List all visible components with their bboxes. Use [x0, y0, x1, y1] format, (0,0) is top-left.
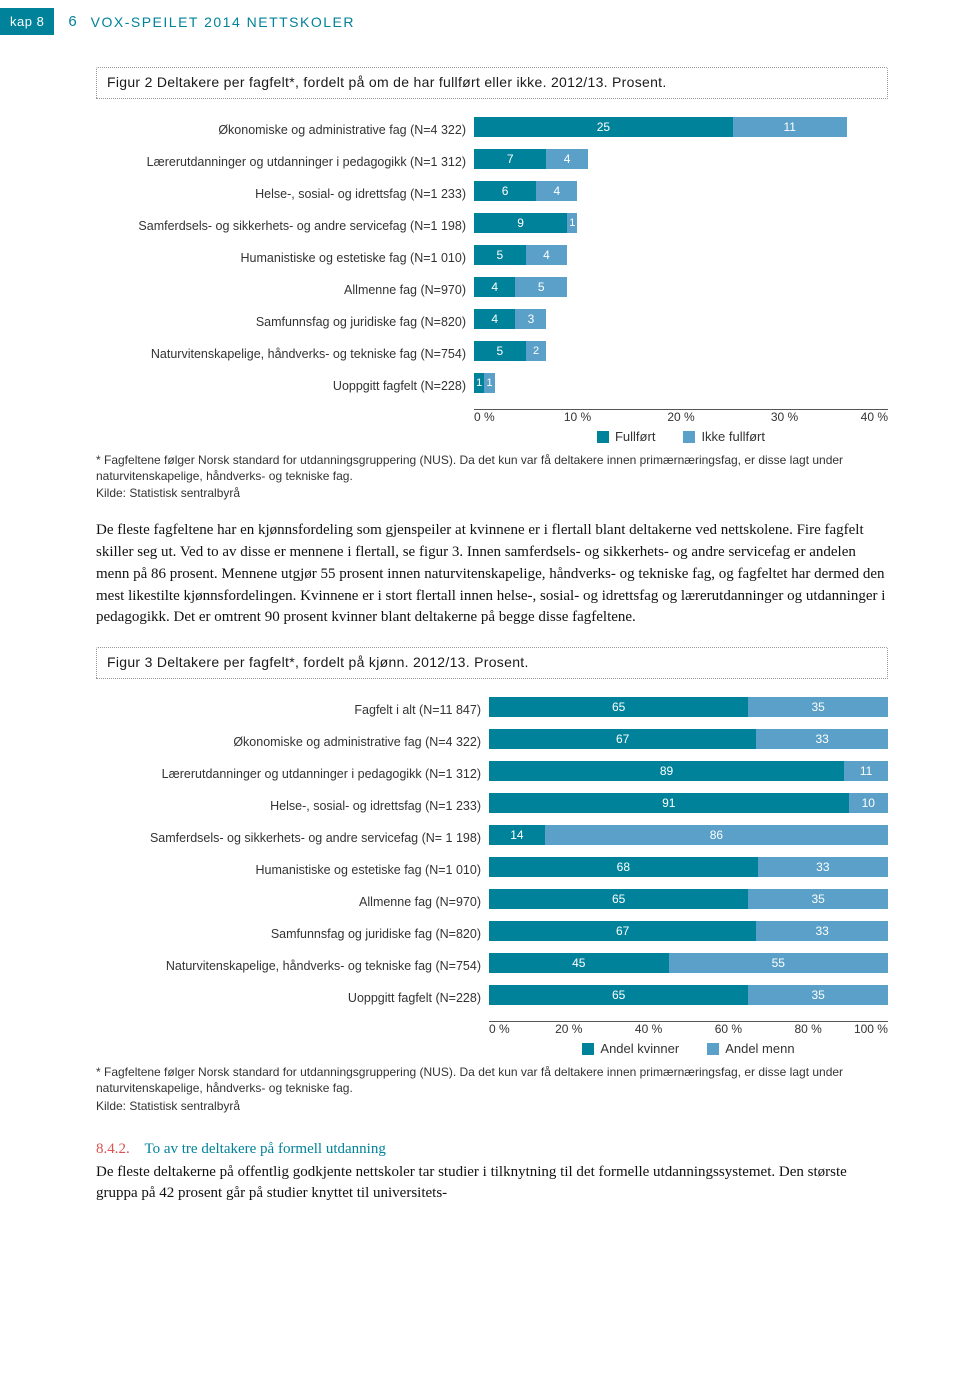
chart-row: Samfunnsfag og juridiske fag (N=820)6733 [96, 921, 888, 947]
figure2-footnote: * Fagfeltene følger Norsk standard for u… [96, 452, 888, 484]
section-heading: 8.4.2. To av tre deltakere på formell ut… [96, 1141, 888, 1158]
x-axis: 0 %10 %20 %30 %40 % [474, 409, 888, 424]
bar-segment-a: 4 [474, 309, 515, 329]
bar-segment-a: 5 [474, 341, 526, 361]
row-label: Helse-, sosial- og idrettsfag (N=1 233) [96, 799, 489, 813]
section-title: To av tre deltakere på formell utdanning [144, 1141, 385, 1157]
bar-segment-a: 6 [474, 181, 536, 201]
row-label: Allmenne fag (N=970) [96, 895, 489, 909]
bar-segment-b: 4 [536, 181, 577, 201]
bar-segment-a: 65 [489, 697, 748, 717]
chart-row: Samfunnsfag og juridiske fag (N=820)43 [96, 309, 888, 335]
row-label: Uoppgitt fagfelt (N=228) [96, 991, 489, 1005]
chart-row: Uoppgitt fagfelt (N=228)6535 [96, 985, 888, 1011]
bar-segment-a: 1 [474, 373, 484, 393]
row-label: Økonomiske og administrative fag (N=4 32… [96, 735, 489, 749]
row-label: Lærerutdanninger og utdanninger i pedago… [96, 155, 474, 169]
chart-row: Samferdsels- og sikkerhets- og andre ser… [96, 213, 888, 239]
chart-row: Naturvitenskapelige, håndverks- og tekni… [96, 341, 888, 367]
bar-segment-b: 4 [546, 149, 587, 169]
bar-segment-b: 86 [545, 825, 888, 845]
figure2-source: Kilde: Statistisk sentralbyrå [96, 486, 888, 500]
bar-segment-b: 11 [733, 117, 847, 137]
bar-segment-a: 65 [489, 985, 748, 1005]
row-label: Humanistiske og estetiske fag (N=1 010) [96, 863, 489, 877]
figure3-source: Kilde: Statistisk sentralbyrå [96, 1099, 888, 1113]
row-label: Allmenne fag (N=970) [96, 283, 474, 297]
row-label: Samfunnsfag og juridiske fag (N=820) [96, 315, 474, 329]
figure2-title: Figur 2 Deltakere per fagfelt*, fordelt … [107, 74, 667, 90]
bar-segment-a: 45 [489, 953, 669, 973]
page-number: 6 [54, 13, 90, 30]
chart-row: Naturvitenskapelige, håndverks- og tekni… [96, 953, 888, 979]
bar-segment-b: 55 [669, 953, 888, 973]
chart-legend: Andel kvinnerAndel menn [489, 1041, 888, 1056]
row-label: Samferdsels- og sikkerhets- og andre ser… [96, 831, 489, 845]
bar-segment-b: 5 [515, 277, 567, 297]
bar-segment-a: 91 [489, 793, 849, 813]
bar-segment-a: 67 [489, 729, 756, 749]
chart-row: Helse-, sosial- og idrettsfag (N=1 233)6… [96, 181, 888, 207]
bar-segment-b: 35 [748, 985, 888, 1005]
bar-segment-b: 33 [756, 921, 888, 941]
bar-segment-b: 1 [567, 213, 577, 233]
chart-row: Humanistiske og estetiske fag (N=1 010)5… [96, 245, 888, 271]
bar-segment-b: 2 [526, 341, 547, 361]
chart-row: Uoppgitt fagfelt (N=228)11 [96, 373, 888, 399]
bar-segment-a: 5 [474, 245, 526, 265]
figure3-chart: Fagfelt i alt (N=11 847)6535Økonomiske o… [96, 697, 888, 1056]
chapter-tab: kap 8 [0, 8, 54, 35]
page-header: kap 8 6 VOX-SPEILET 2014 NETTSKOLER [0, 0, 960, 49]
chart-row: Allmenne fag (N=970)45 [96, 277, 888, 303]
row-label: Lærerutdanninger og utdanninger i pedago… [96, 767, 489, 781]
bar-segment-a: 68 [489, 857, 758, 877]
chart-row: Økonomiske og administrative fag (N=4 32… [96, 117, 888, 143]
chart-row: Humanistiske og estetiske fag (N=1 010)6… [96, 857, 888, 883]
header-title: VOX-SPEILET 2014 NETTSKOLER [91, 14, 355, 30]
bar-segment-b: 1 [484, 373, 494, 393]
chart-row: Økonomiske og administrative fag (N=4 32… [96, 729, 888, 755]
bar-segment-a: 67 [489, 921, 756, 941]
row-label: Samferdsels- og sikkerhets- og andre ser… [96, 219, 474, 233]
bar-segment-a: 4 [474, 277, 515, 297]
section-number: 8.4.2. [96, 1141, 130, 1157]
chart-row: Allmenne fag (N=970)6535 [96, 889, 888, 915]
row-label: Naturvitenskapelige, håndverks- og tekni… [96, 959, 489, 973]
bar-segment-a: 7 [474, 149, 546, 169]
x-axis: 0 %20 %40 %60 %80 %100 % [489, 1021, 888, 1036]
bar-segment-a: 25 [474, 117, 733, 137]
section-body: De fleste deltakerne på offentlig godkje… [96, 1162, 888, 1206]
figure3-footnote: * Fagfeltene følger Norsk standard for u… [96, 1064, 888, 1096]
bar-segment-b: 10 [849, 793, 889, 813]
row-label: Uoppgitt fagfelt (N=228) [96, 379, 474, 393]
bar-segment-a: 9 [474, 213, 567, 233]
row-label: Helse-, sosial- og idrettsfag (N=1 233) [96, 187, 474, 201]
bar-segment-a: 65 [489, 889, 748, 909]
chart-row: Fagfelt i alt (N=11 847)6535 [96, 697, 888, 723]
chart-row: Lærerutdanninger og utdanninger i pedago… [96, 761, 888, 787]
bar-segment-b: 33 [758, 857, 888, 877]
bar-segment-b: 4 [526, 245, 567, 265]
bar-segment-b: 33 [756, 729, 888, 749]
figure2-chart: Økonomiske og administrative fag (N=4 32… [96, 117, 888, 444]
figure3-title: Figur 3 Deltakere per fagfelt*, fordelt … [107, 654, 529, 670]
row-label: Fagfelt i alt (N=11 847) [96, 703, 489, 717]
mid-paragraph: De fleste fagfeltene har en kjønnsfordel… [96, 520, 888, 629]
row-label: Naturvitenskapelige, håndverks- og tekni… [96, 347, 474, 361]
chart-row: Helse-, sosial- og idrettsfag (N=1 233)9… [96, 793, 888, 819]
row-label: Økonomiske og administrative fag (N=4 32… [96, 123, 474, 137]
figure3-box: Figur 3 Deltakere per fagfelt*, fordelt … [96, 647, 888, 679]
bar-segment-a: 14 [489, 825, 545, 845]
bar-segment-a: 89 [489, 761, 844, 781]
figure2-box: Figur 2 Deltakere per fagfelt*, fordelt … [96, 67, 888, 99]
bar-segment-b: 35 [748, 889, 888, 909]
row-label: Samfunnsfag og juridiske fag (N=820) [96, 927, 489, 941]
row-label: Humanistiske og estetiske fag (N=1 010) [96, 251, 474, 265]
bar-segment-b: 35 [748, 697, 888, 717]
bar-segment-b: 3 [515, 309, 546, 329]
chart-legend: FullførtIkke fullført [474, 429, 888, 444]
chart-row: Samferdsels- og sikkerhets- og andre ser… [96, 825, 888, 851]
chart-row: Lærerutdanninger og utdanninger i pedago… [96, 149, 888, 175]
bar-segment-b: 11 [844, 761, 888, 781]
